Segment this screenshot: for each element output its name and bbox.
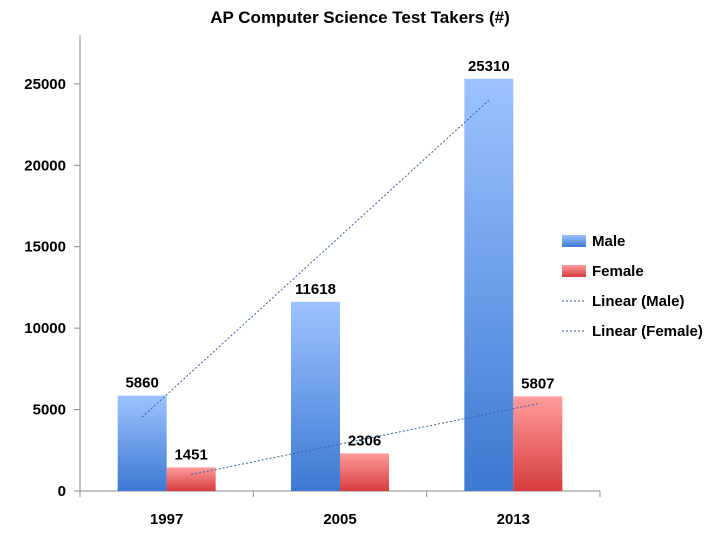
data-label-female-1997: 1451 (174, 446, 207, 463)
legend-swatch-male (562, 235, 586, 247)
legend-swatch-female (562, 265, 586, 277)
legend-label-trend-male: Linear (Male) (592, 293, 685, 310)
y-tick-label: 25000 (24, 76, 66, 93)
bar-male-2005 (291, 301, 340, 491)
bar-female-1997 (166, 467, 216, 491)
x-tick-label: 1997 (150, 511, 183, 528)
x-tick-label: 2013 (497, 511, 530, 528)
bar-male-2013 (464, 78, 514, 492)
chart-title: AP Computer Science Test Takers (#) (210, 8, 510, 27)
trendline-female (191, 403, 538, 476)
data-label-male-2013: 25310 (468, 58, 510, 75)
data-label-female-2013: 5807 (521, 375, 554, 392)
y-tick-label: 5000 (33, 402, 66, 419)
legend: Male Female Linear (Male) Linear (Female) (562, 233, 703, 340)
data-label-female-2005: 2306 (348, 432, 381, 449)
legend-label-female: Female (592, 263, 644, 280)
bar-female-2005 (340, 453, 389, 491)
data-label-male-2005: 11618 (295, 281, 336, 298)
legend-label-male: Male (592, 233, 625, 250)
y-tick-label: 10000 (24, 320, 66, 337)
bar-female-2013 (513, 396, 563, 491)
y-tick-label: 20000 (24, 157, 66, 174)
y-tick-label: 15000 (24, 239, 66, 256)
legend-label-trend-female: Linear (Female) (592, 323, 703, 340)
y-tick-label: 0 (58, 483, 66, 500)
plot-area: 0 5000 10000 15000 20000 25000 1997 2005 2013 586… (24, 35, 601, 528)
bar-male-1997 (117, 395, 167, 491)
x-tick-label: 2005 (323, 511, 356, 528)
data-label-male-1997: 5860 (125, 375, 158, 392)
